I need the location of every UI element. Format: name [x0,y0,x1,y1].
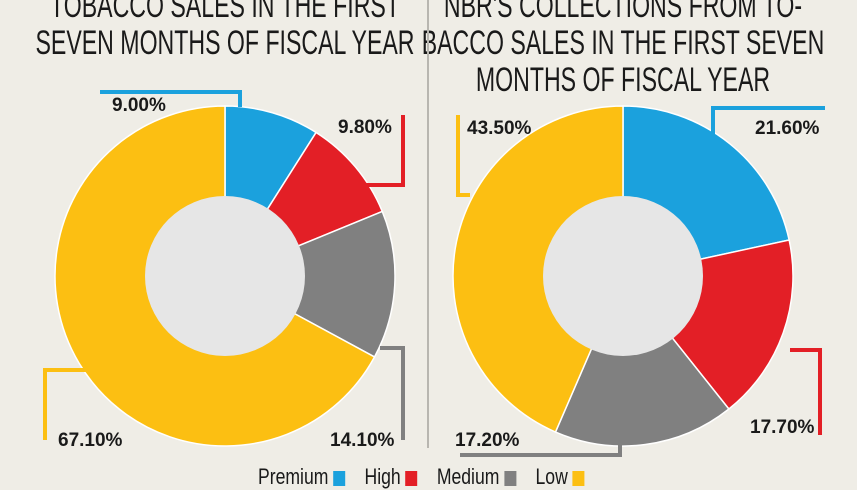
legend-swatch [572,470,585,486]
label-high-left: 9.80% [338,117,392,138]
label-low-left: 67.10% [58,430,123,451]
leader-high-right [790,348,822,435]
legend-swatch [504,470,517,486]
label-medium-right: 17.20% [455,430,520,451]
title-line: NBR'S COLLECTIONS FROM TO- [443,0,803,25]
leader-medium-right [460,445,622,457]
divider [427,0,429,448]
title-line: SEVEN MONTHS OF FISCAL YEAR [35,24,415,62]
slice-low-right [452,105,624,434]
left-chart-title: TOBACCO SALES IN THE FIRST SEVEN MONTHS … [18,0,433,62]
leader-low-right [456,115,470,197]
label-high-right: 17.70% [750,417,815,438]
label-medium-left: 14.10% [330,430,395,451]
title-line: MONTHS OF FISCAL YEAR [475,61,771,99]
legend-swatch [333,470,346,486]
leader-premium-right [711,106,825,160]
legend-label: Low [535,464,568,489]
slice-medium-right [554,274,730,447]
donut-hole-right [543,196,703,356]
label-premium-left: 9.00% [112,95,166,116]
legend-item-medium: Medium [436,464,517,489]
label-premium-right: 21.60% [755,118,820,139]
legend-swatch [405,470,418,486]
legend-item-premium: Premium [258,464,346,489]
legend-item-low: Low [536,464,585,489]
legend-label: Premium [258,464,329,489]
leader-low-left [43,368,100,440]
leader-premium-left [100,90,242,107]
leader-high-left [330,115,405,187]
leader-medium-left [380,346,405,440]
slice-medium-left [223,210,396,358]
title-line: BACCO SALES IN THE FIRST SEVEN [421,24,825,62]
legend: Premium High Medium Low [258,464,599,490]
legend-label: Medium [436,464,500,489]
legend-label: High [364,464,401,489]
title-line: TOBACCO SALES IN THE FIRST [50,0,400,25]
legend-item-high: High [365,464,418,489]
label-low-right: 43.50% [467,118,532,139]
right-chart-title: NBR'S COLLECTIONS FROM TO- BACCO SALES I… [416,0,831,99]
donut-hole-left [145,196,305,356]
